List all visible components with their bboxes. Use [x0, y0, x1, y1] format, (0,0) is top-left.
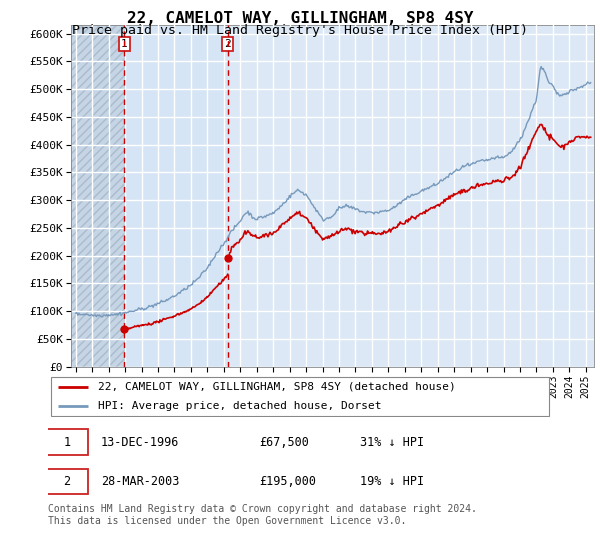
Text: 31% ↓ HPI: 31% ↓ HPI [361, 436, 425, 449]
FancyBboxPatch shape [50, 377, 550, 416]
Text: 2: 2 [224, 39, 231, 49]
Text: 28-MAR-2003: 28-MAR-2003 [101, 475, 179, 488]
Bar [71, 25, 124, 367]
Text: 1: 1 [121, 39, 128, 49]
Text: £67,500: £67,500 [260, 436, 310, 449]
Text: HPI: Average price, detached house, Dorset: HPI: Average price, detached house, Dors… [98, 402, 382, 411]
Text: 19% ↓ HPI: 19% ↓ HPI [361, 475, 425, 488]
Text: £195,000: £195,000 [260, 475, 317, 488]
Text: Price paid vs. HM Land Registry's House Price Index (HPI): Price paid vs. HM Land Registry's House … [72, 24, 528, 36]
Text: 2: 2 [64, 475, 70, 488]
Text: 22, CAMELOT WAY, GILLINGHAM, SP8 4SY (detached house): 22, CAMELOT WAY, GILLINGHAM, SP8 4SY (de… [98, 382, 456, 392]
FancyBboxPatch shape [46, 430, 88, 455]
Bar [124, 25, 228, 367]
FancyBboxPatch shape [46, 469, 88, 494]
Text: 1: 1 [64, 436, 70, 449]
Bar [71, 25, 124, 367]
Text: 22, CAMELOT WAY, GILLINGHAM, SP8 4SY: 22, CAMELOT WAY, GILLINGHAM, SP8 4SY [127, 11, 473, 26]
Text: Contains HM Land Registry data © Crown copyright and database right 2024.
This d: Contains HM Land Registry data © Crown c… [48, 504, 477, 526]
Text: 13-DEC-1996: 13-DEC-1996 [101, 436, 179, 449]
